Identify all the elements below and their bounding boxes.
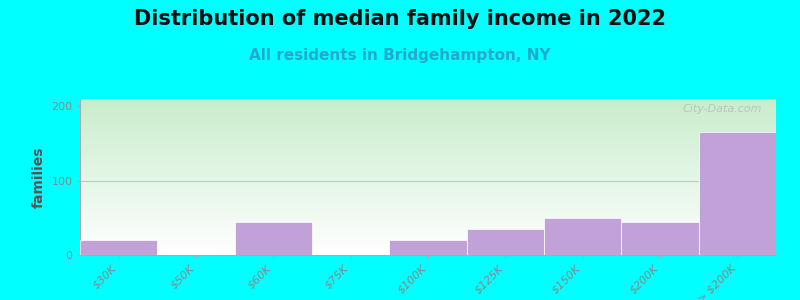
Text: All residents in Bridgehampton, NY: All residents in Bridgehampton, NY	[249, 48, 551, 63]
Bar	[622, 222, 698, 255]
Bar	[390, 240, 466, 255]
Bar	[80, 240, 158, 255]
Text: City-Data.com: City-Data.com	[682, 104, 762, 114]
Y-axis label: families: families	[32, 146, 46, 208]
Bar	[234, 222, 312, 255]
Bar	[698, 132, 776, 255]
Text: Distribution of median family income in 2022: Distribution of median family income in …	[134, 9, 666, 29]
Bar	[544, 218, 622, 255]
Bar	[466, 229, 544, 255]
